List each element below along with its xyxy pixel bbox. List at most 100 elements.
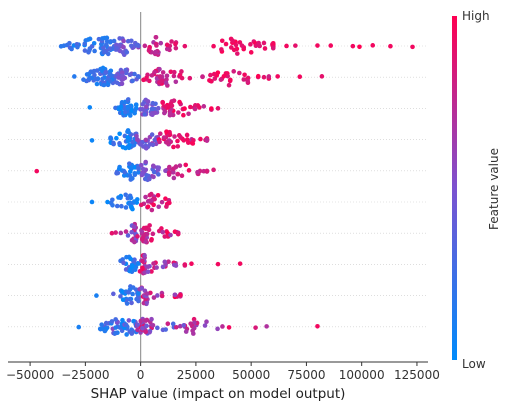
row-8-point-47 <box>171 262 177 268</box>
row-9-point-66 <box>178 292 183 298</box>
row-8-point-20 <box>123 267 129 272</box>
row-10-point-48 <box>113 317 118 322</box>
row-1-point-3 <box>82 48 88 53</box>
row-5-point-63 <box>177 163 183 168</box>
row-2-point-37 <box>93 76 98 82</box>
row-5-point-18 <box>115 170 121 176</box>
row-2-point-85 <box>160 70 166 75</box>
row-2-point-49 <box>86 76 92 82</box>
row-2-point-119 <box>164 73 170 79</box>
row-5-point-51 <box>147 176 152 182</box>
row-3-point-27 <box>123 109 128 115</box>
row-3-point-103 <box>209 106 214 111</box>
row-8-point-43 <box>166 259 171 264</box>
row-5-point-19 <box>127 169 133 174</box>
row-2-point-122 <box>152 69 157 75</box>
row-1-point-53 <box>83 38 89 43</box>
row-5-point-83 <box>183 162 189 168</box>
row-6-point-11 <box>105 199 110 205</box>
row-2-point-126 <box>179 69 184 74</box>
row-2-point-116 <box>158 74 163 79</box>
row-4-point-51 <box>149 132 155 137</box>
row-9-point-21 <box>127 296 133 302</box>
row-10-point-51 <box>165 321 171 327</box>
row-9-point-22 <box>129 300 134 306</box>
row-8-point-24 <box>129 263 135 268</box>
row-6-point-23 <box>129 204 134 210</box>
row-2-point-124 <box>149 73 155 78</box>
row-2-point-123 <box>163 80 169 86</box>
row-4-point-101 <box>161 135 167 140</box>
row-1-point-105 <box>153 49 158 55</box>
row-3-point-104 <box>192 106 198 112</box>
row-10-point-109 <box>191 325 197 331</box>
row-6-point-26 <box>143 194 148 200</box>
row-1-point-128 <box>219 38 225 44</box>
x-tick-label-3: 25000 <box>177 368 215 382</box>
row-2-point-151 <box>218 77 224 82</box>
row-10-point-98 <box>183 329 189 334</box>
row-5-point-82 <box>167 164 172 170</box>
row-1-point-151 <box>350 43 356 49</box>
row-6-point-46 <box>159 199 165 205</box>
row-10-point-14 <box>124 332 129 337</box>
row-4-point-56 <box>150 142 156 148</box>
row-6-point-51 <box>167 200 172 206</box>
row-1-point-148 <box>293 43 298 48</box>
row-2-point-149 <box>211 71 217 77</box>
row-5-point-67 <box>170 170 176 175</box>
row-2-point-4 <box>100 76 105 82</box>
row-10-point-103 <box>220 324 225 329</box>
row-1-point-139 <box>270 45 276 51</box>
row-9-point-63 <box>172 292 178 298</box>
row-3-point-110 <box>87 105 93 110</box>
row-3-point-69 <box>150 100 156 106</box>
row-1-point-45 <box>107 46 112 51</box>
colorbar: High Low Feature value <box>452 9 501 371</box>
row-4-point-99 <box>190 141 196 146</box>
row-10-point-62 <box>149 316 154 322</box>
row-10-point-108 <box>188 321 193 326</box>
row-10-point-24 <box>109 319 115 324</box>
row-2-point-70 <box>123 68 128 74</box>
row-4-point-39 <box>111 140 116 146</box>
row-1-point-107 <box>169 39 174 44</box>
row-2-point-47 <box>88 69 94 74</box>
x-tick-label-0: −50000 <box>6 368 54 382</box>
row-2-point-82 <box>132 71 137 77</box>
row-1-point-28 <box>91 40 97 46</box>
row-10-point-74 <box>170 321 176 327</box>
row-10-point-71 <box>150 322 156 328</box>
colorbar-high-label: High <box>462 9 490 23</box>
row-4-point-65 <box>175 138 180 144</box>
row-7-point-56 <box>168 232 173 238</box>
row-2-point-158 <box>245 78 251 84</box>
row-6-point-44 <box>151 202 156 208</box>
row-6-point-3 <box>123 192 128 198</box>
row-1-point-54 <box>102 35 107 41</box>
row-4-point-38 <box>123 145 128 151</box>
row-2-point-120 <box>172 69 177 75</box>
row-4-point-104 <box>164 129 169 134</box>
row-1-point-88 <box>164 46 170 52</box>
row-5-point-53 <box>138 162 144 168</box>
row-1-point-82 <box>117 42 122 48</box>
row-1-point-47 <box>67 40 72 46</box>
row-8-point-16 <box>121 260 126 266</box>
row-3-point-92 <box>177 99 182 105</box>
row-2-point-161 <box>275 74 280 79</box>
row-10-point-91 <box>144 323 149 329</box>
row-3-point-50 <box>140 101 146 107</box>
row-10-point-102 <box>202 323 208 328</box>
row-1-point-108 <box>164 42 170 48</box>
row-10-point-49 <box>129 330 135 336</box>
row-1-point-143 <box>239 43 245 48</box>
row-8-point-21 <box>127 268 133 274</box>
row-3-point-60 <box>156 105 161 111</box>
row-4-point-27 <box>108 136 113 142</box>
row-5-point-17 <box>122 169 127 175</box>
row-10-point-19 <box>126 318 132 323</box>
row-1-point-145 <box>182 43 188 49</box>
row-5-point-81 <box>166 170 172 176</box>
row-8-point-62 <box>151 261 156 266</box>
